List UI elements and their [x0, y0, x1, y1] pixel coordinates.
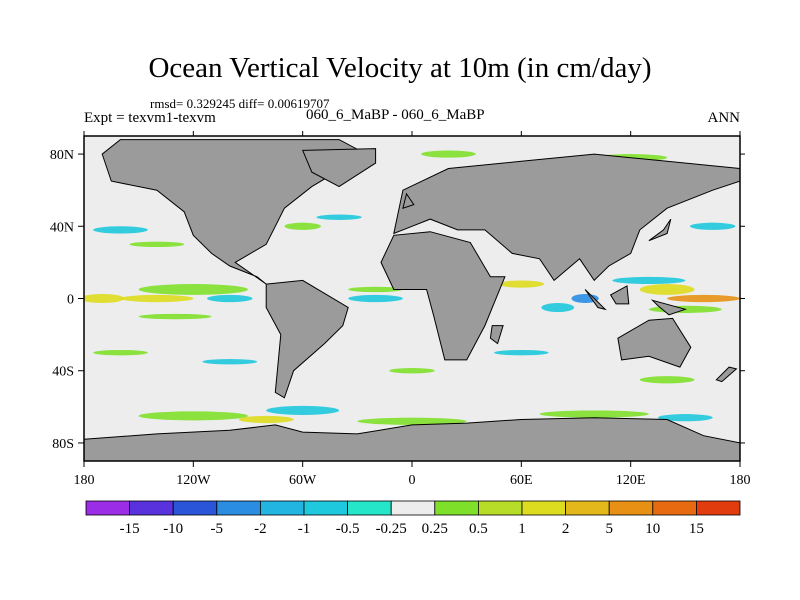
anomaly-patch — [138, 313, 212, 320]
anomaly-patch — [207, 294, 253, 303]
colorbar-label: 1 — [518, 521, 526, 537]
anomaly-patch — [93, 349, 148, 356]
colorbar-swatch — [303, 500, 348, 516]
continent-australia — [617, 317, 692, 368]
colorbar-label: 15 — [689, 521, 704, 537]
y-tick-label: 80S — [52, 437, 74, 452]
anomaly-patch — [493, 349, 549, 356]
colorbar-swatch — [521, 500, 566, 516]
continent-borneo — [609, 285, 630, 305]
colorbar-label: -2 — [254, 521, 267, 537]
anomaly-patch — [84, 293, 125, 304]
anomaly-patch — [238, 415, 294, 424]
anomaly-patch — [639, 376, 695, 384]
colorbar-swatch — [85, 500, 130, 516]
colorbar-swatch — [347, 500, 392, 516]
x-tick-label: 0 — [409, 473, 416, 488]
anomaly-patch — [266, 405, 340, 415]
experiment-label: Expt = texvm1-texvm — [84, 110, 216, 126]
continent-antarctica — [84, 417, 740, 461]
colorbar-swatch — [390, 500, 436, 516]
x-tick-label: 180 — [74, 473, 95, 488]
colorbar-label: -1 — [298, 521, 311, 537]
colorbar-swatch — [129, 500, 174, 516]
continent-japan — [648, 218, 672, 242]
colorbar-swatch — [608, 500, 654, 516]
colorbar-swatch — [216, 500, 261, 516]
x-tick-label: 120W — [176, 473, 211, 488]
colorbar-swatch — [434, 500, 479, 516]
anomaly-patch — [667, 294, 740, 303]
anomaly-patch — [93, 226, 148, 234]
colorbar-swatch — [259, 500, 305, 516]
continent-africa — [380, 231, 506, 361]
anomaly-patch — [129, 241, 185, 248]
anomaly-patch — [120, 294, 194, 303]
colorbar-label: 0.25 — [422, 521, 448, 537]
y-tick-label: 0 — [67, 293, 74, 308]
anomaly-patch — [202, 358, 258, 365]
colorbar-label: -5 — [211, 521, 224, 537]
colorbar-swatch — [477, 500, 523, 516]
anomaly-patch — [498, 280, 545, 288]
colorbar-swatch — [172, 500, 218, 516]
colorbar: -15 -10 -5 -2 -1 -0.5 -0.25 0.25 0.5 1 2 5 10 15 — [85, 500, 741, 537]
y-tick-label: 80N — [50, 148, 74, 163]
continent-eurasia — [393, 153, 740, 282]
case-label: 060_6_MaBP - 060_6_MaBP — [306, 107, 485, 123]
anomaly-patch — [284, 222, 321, 230]
y-tick-label: 40N — [50, 220, 74, 235]
continent-south-america — [265, 279, 349, 399]
colorbar-swatch — [696, 500, 741, 516]
anomaly-patch — [348, 286, 403, 293]
continent-new-guinea — [650, 299, 688, 316]
x-tick-label: 60W — [289, 473, 317, 488]
stats-label: rmsd= 0.329245 diff= 0.00619707 — [150, 96, 330, 111]
colorbar-swatch — [652, 500, 697, 516]
x-tick-label: 120E — [616, 473, 646, 488]
chart-title: Ocean Vertical Velocity at 10m (in cm/da… — [148, 52, 652, 84]
anomaly-patch — [541, 303, 575, 313]
colorbar-label: -15 — [120, 521, 140, 537]
colorbar-label: 10 — [645, 521, 660, 537]
continent-new-zealand — [715, 366, 738, 383]
x-tick-label: 60E — [510, 473, 533, 488]
continent-uk — [402, 192, 415, 209]
anomaly-patch — [138, 411, 248, 421]
anomaly-patch — [357, 417, 467, 425]
colorbar-swatch — [565, 500, 610, 516]
continent-madagascar — [489, 325, 504, 345]
y-tick-label: 40S — [52, 365, 74, 380]
continent-sumatra — [584, 289, 607, 311]
anomaly-patch — [689, 222, 736, 230]
anomaly-patch — [421, 150, 476, 158]
map-area — [84, 136, 740, 461]
colorbar-label: 5 — [605, 521, 613, 537]
anomaly-patch — [639, 284, 695, 295]
continent-north-america — [101, 139, 368, 285]
anomaly-patch — [316, 214, 362, 220]
axes: 180 120W 60W 0 60E 120E 180 80N 40N 0 40S 80S — [50, 131, 751, 488]
colorbar-label: -0.5 — [336, 521, 360, 537]
x-tick-label: 180 — [730, 473, 751, 488]
anomaly-patch — [389, 368, 435, 374]
colorbar-label: -10 — [163, 521, 183, 537]
anomaly-patch — [138, 284, 248, 295]
anomaly-patch — [658, 414, 713, 422]
colorbar-label: -0.25 — [376, 521, 407, 537]
anomaly-patch — [348, 294, 403, 303]
continent-greenland — [301, 148, 377, 188]
colorbar-label: 0.5 — [469, 521, 488, 537]
season-label: ANN — [707, 110, 741, 126]
anomaly-patch — [612, 276, 686, 285]
colorbar-label: 2 — [562, 521, 570, 537]
anomaly-patch — [539, 410, 649, 418]
